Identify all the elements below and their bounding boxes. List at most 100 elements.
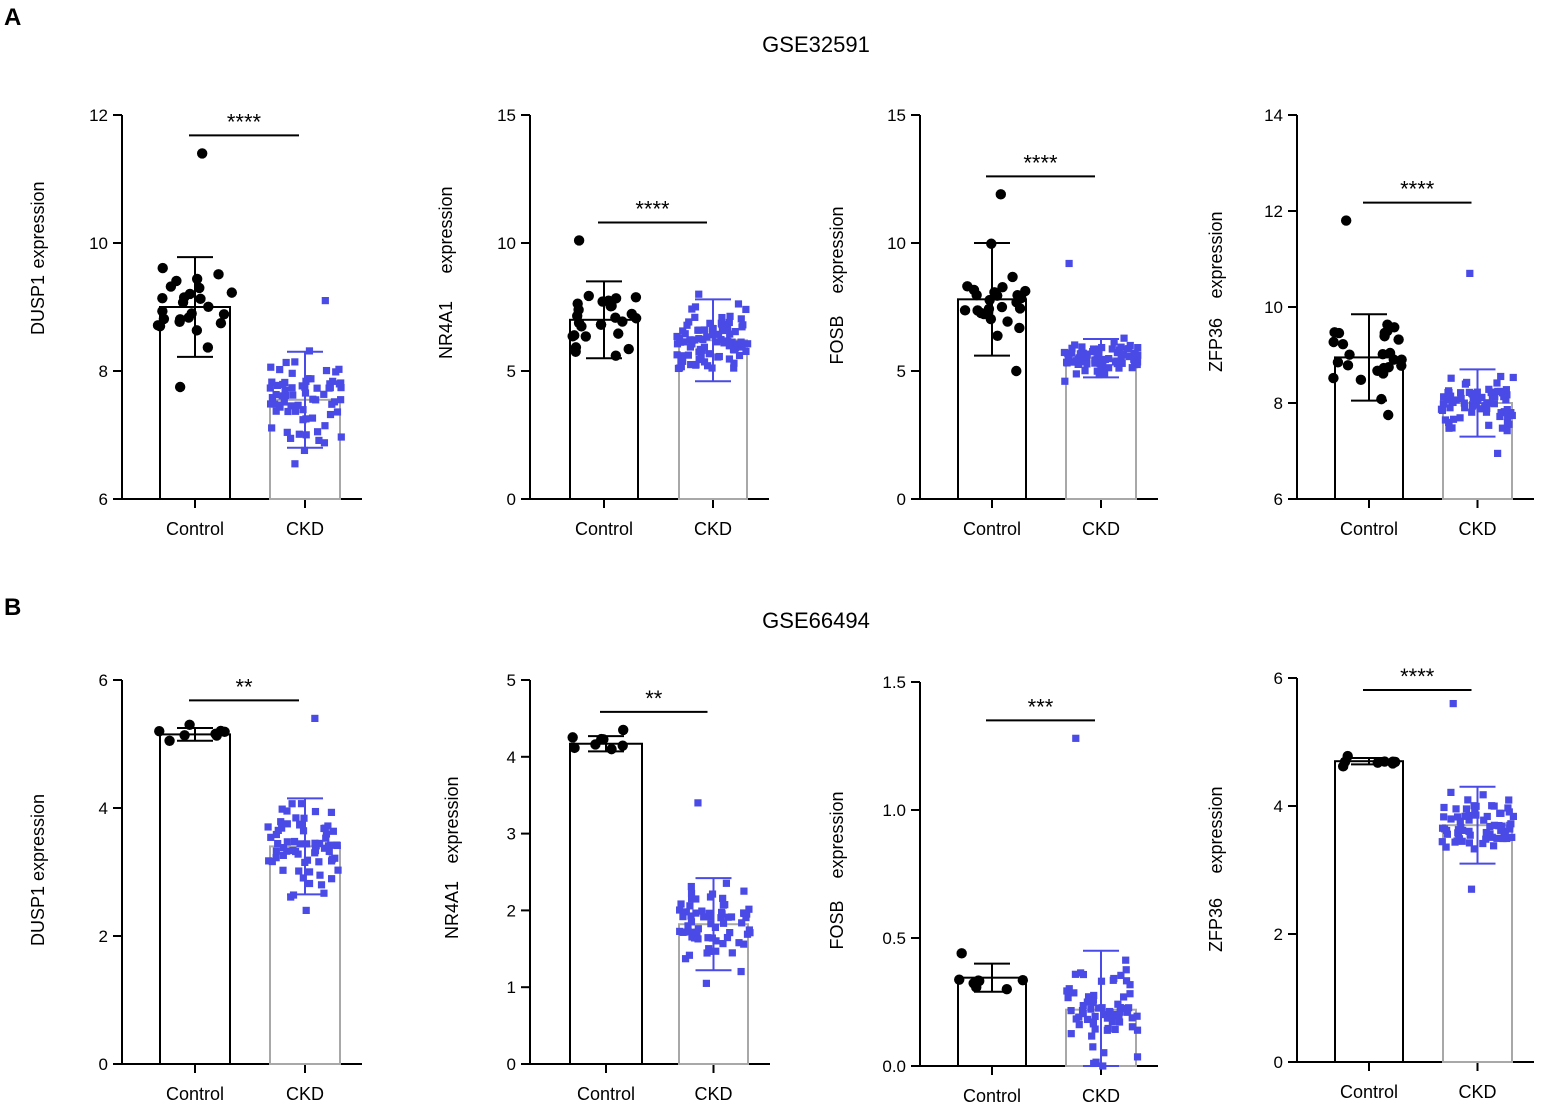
ckd-point — [1443, 830, 1451, 838]
control-point — [610, 350, 622, 361]
x-tick-label: Control — [963, 1086, 1021, 1102]
ckd-point — [287, 893, 295, 901]
ckd-point — [677, 900, 685, 908]
ckd-point — [283, 820, 291, 828]
ckd-point — [1125, 352, 1133, 361]
y-axis-label-gene: FOSB — [827, 900, 847, 949]
control-point — [164, 735, 175, 746]
ckd-point — [1498, 822, 1506, 830]
ckd-point — [1493, 834, 1501, 842]
x-tick-label: CKD — [1458, 519, 1496, 539]
ckd-point — [1122, 956, 1130, 964]
ckd-point — [289, 391, 297, 399]
ckd-point — [287, 402, 295, 410]
ckd-point — [1115, 364, 1123, 372]
ckd-point — [735, 939, 743, 947]
ckd-point — [305, 879, 314, 888]
y-tick-label: 1.0 — [882, 801, 906, 820]
control-point — [992, 330, 1003, 341]
ckd-point — [695, 290, 703, 298]
y-axis-label-expression: expression — [436, 186, 456, 273]
control-point — [184, 288, 196, 300]
ckd-point — [1447, 815, 1455, 823]
ckd-point — [1507, 820, 1515, 828]
ckd-point — [1440, 803, 1448, 812]
x-tick-label: Control — [166, 1084, 224, 1102]
ckd-point — [675, 364, 684, 372]
ckd-point — [687, 882, 695, 891]
control-point — [1001, 984, 1013, 995]
ckd-point — [700, 913, 708, 921]
control-point — [226, 287, 238, 298]
ckd-point — [742, 913, 750, 922]
ckd-point — [334, 866, 342, 874]
control-point — [157, 262, 168, 274]
ckd-point — [673, 351, 681, 359]
y-tick-label: 12 — [89, 106, 108, 125]
control-bar — [569, 742, 643, 1066]
ckd-point — [1071, 970, 1080, 978]
ckd-point — [745, 926, 753, 934]
ckd-point — [324, 822, 332, 830]
ckd-point — [695, 348, 703, 356]
y-tick-label: 5 — [507, 362, 516, 381]
control-point — [1387, 758, 1398, 769]
ckd-point — [1092, 1058, 1100, 1066]
control-point — [610, 293, 622, 304]
ckd-point — [737, 338, 745, 346]
ckd-point — [1079, 1009, 1087, 1018]
ckd-point — [288, 384, 296, 392]
ckd-point — [740, 887, 748, 895]
ckd-point — [278, 392, 286, 400]
ckd-point — [279, 851, 287, 859]
control-point — [1384, 347, 1396, 359]
ckd-point — [1111, 1025, 1119, 1034]
ckd-point — [1085, 994, 1093, 1002]
ckd-point — [320, 390, 328, 398]
ckd-point — [1447, 788, 1455, 796]
y-tick-label: 14 — [1264, 106, 1283, 125]
ckd-point — [272, 407, 280, 415]
ckd-point — [1103, 1014, 1112, 1022]
ckd-point — [322, 830, 331, 838]
control-point — [630, 313, 642, 324]
ckd-point — [1091, 356, 1099, 364]
ckd-point — [1504, 412, 1512, 420]
ckd-point — [695, 335, 703, 343]
control-point — [218, 309, 230, 320]
ckd-point — [1095, 350, 1103, 358]
ckd-point — [1133, 1053, 1142, 1061]
ckd-point — [279, 380, 287, 389]
y-axis-label-gene: DUSP1 — [28, 275, 48, 335]
ckd-point — [1128, 1014, 1136, 1022]
ckd-point — [673, 332, 681, 341]
control-point — [174, 316, 185, 327]
ckd-point — [679, 928, 687, 936]
ckd-point — [1505, 808, 1513, 816]
ckd-point — [1508, 833, 1516, 841]
ckd-point — [737, 315, 745, 323]
ckd-point — [294, 401, 302, 409]
ckd-point — [1072, 357, 1081, 365]
significance-label: *** — [1028, 694, 1054, 719]
ckd-point — [723, 323, 732, 332]
ckd-point — [686, 902, 694, 910]
ckd-point — [1485, 421, 1493, 429]
ckd-point — [1110, 1010, 1118, 1019]
y-tick-label: 0 — [507, 1055, 516, 1074]
ckd-point — [743, 930, 752, 938]
ckd-point — [1126, 990, 1134, 998]
ckd-point — [279, 844, 288, 852]
ckd-point — [1081, 367, 1089, 375]
ckd-point — [276, 365, 284, 374]
ckd-point — [690, 928, 698, 936]
ckd-point — [311, 714, 319, 722]
ckd-point — [1447, 374, 1455, 382]
ckd-point — [1065, 354, 1073, 362]
control-point — [1332, 357, 1344, 368]
control-point — [567, 732, 578, 743]
control-point — [972, 305, 983, 316]
ckd-point — [728, 949, 736, 957]
x-tick-label: CKD — [694, 519, 732, 539]
ckd-point — [685, 951, 694, 959]
